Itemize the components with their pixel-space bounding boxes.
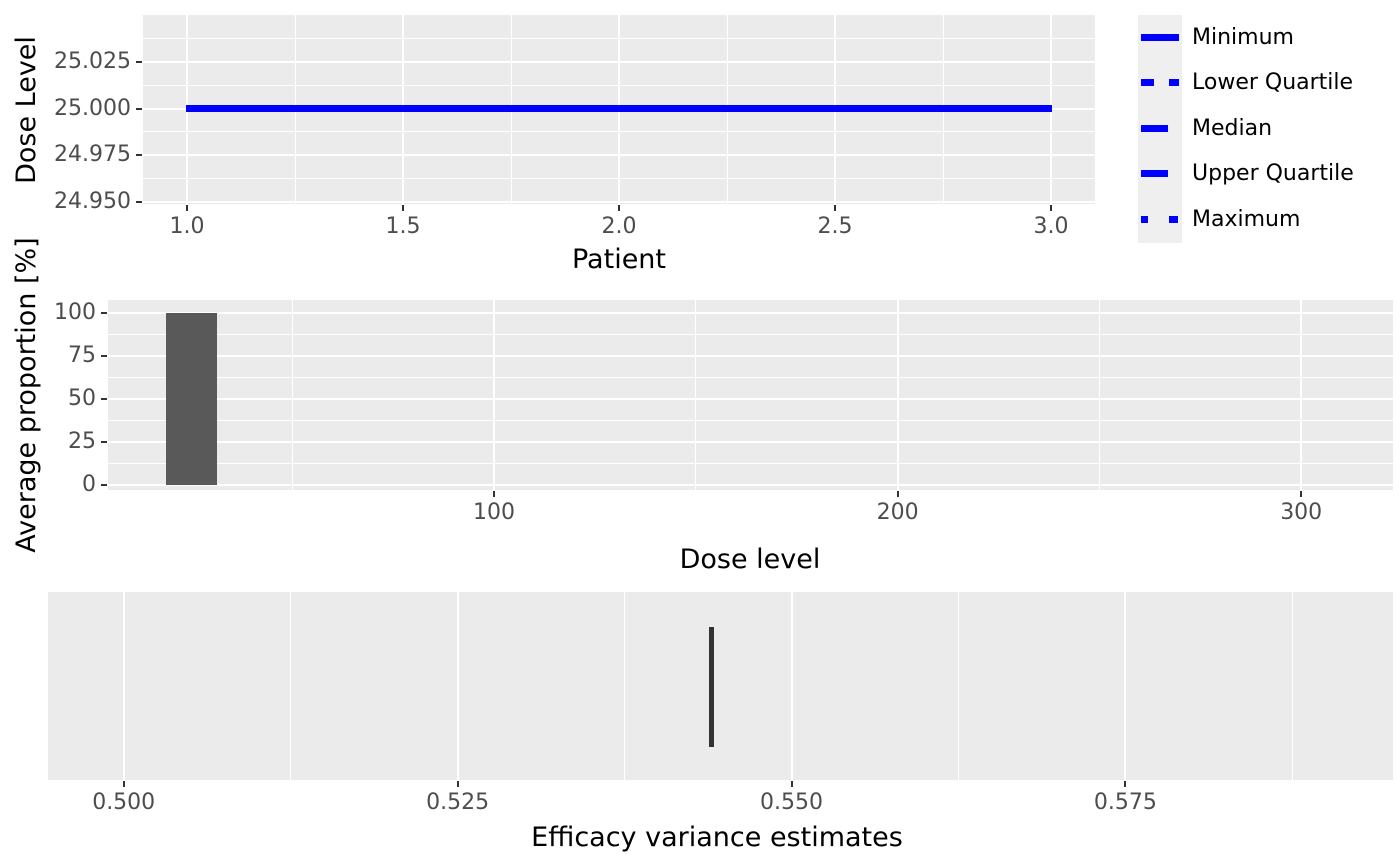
x-tick-mark — [896, 491, 899, 497]
gridline-minor-x — [291, 300, 293, 490]
gridline-major-x — [896, 300, 899, 490]
line-mark-quantiles — [186, 105, 1052, 112]
legend-key-line-icon — [1138, 60, 1182, 107]
gridline-major-y — [143, 200, 1095, 203]
x-axis-title-dose-level: Dose level — [679, 544, 821, 575]
y-tick-mark — [136, 200, 142, 203]
legend-label: Upper Quartile — [1192, 161, 1354, 187]
gridline-major-y — [143, 61, 1095, 63]
gridline-minor-x — [624, 592, 626, 780]
gridline-major-x — [493, 300, 495, 490]
y-tick-mark — [101, 397, 107, 400]
y-tick-mark — [101, 483, 107, 486]
gridline-major-x — [456, 592, 459, 780]
y-tick-mark — [101, 440, 107, 443]
gridline-minor-y — [108, 376, 1393, 378]
x-tick-label: 2.0 — [601, 214, 637, 239]
bar-mark — [165, 313, 218, 485]
gridline-minor-y — [108, 419, 1393, 421]
legend-entry-upper-quartile: Upper Quartile — [1138, 151, 1400, 198]
legend-entry-median: Median — [1138, 105, 1400, 152]
x-tick-label: 0.550 — [760, 790, 823, 815]
y-tick-mark — [101, 312, 107, 314]
x-tick-label: 100 — [473, 500, 515, 525]
gridline-minor-y — [108, 333, 1393, 335]
x-tick-mark — [493, 491, 495, 497]
gridline-minor-x — [290, 592, 292, 780]
legend-key-line-icon — [1138, 15, 1182, 61]
legend-entry-minimum: Minimum — [1138, 15, 1400, 61]
y-tick-label: 50 — [68, 385, 96, 411]
gridline-major-y — [108, 483, 1393, 486]
x-tick-label: 300 — [1280, 500, 1323, 525]
x-tick-mark — [790, 781, 793, 787]
x-tick-label: 3.0 — [1033, 214, 1069, 239]
y-tick-mark — [136, 61, 142, 63]
gridline-major-x — [122, 592, 125, 780]
x-axis-title-patient: Patient — [571, 244, 667, 275]
legend-label: Median — [1192, 115, 1273, 141]
gridline-major-y — [143, 154, 1095, 156]
gridline-minor-x — [1291, 592, 1293, 780]
gridline-minor-y — [108, 462, 1393, 464]
legend-line-segment — [1141, 79, 1154, 87]
gridline-major-x — [1124, 592, 1127, 780]
legend-key-line-icon — [1138, 151, 1182, 198]
y-tick-label: 24.950 — [54, 188, 131, 214]
gridline-major-x — [790, 592, 793, 780]
x-tick-label: 200 — [876, 500, 919, 525]
legend-line-segment — [1169, 215, 1178, 223]
x-tick-mark — [618, 205, 620, 211]
panel-bottom — [48, 592, 1393, 780]
gridline-major-y — [108, 440, 1393, 443]
y-tick-label: 25 — [68, 428, 96, 454]
y-tick-label: 24.975 — [54, 142, 131, 167]
gridline-minor-x — [1098, 300, 1100, 490]
legend-label: Lower Quartile — [1192, 70, 1354, 96]
x-tick-mark — [1124, 781, 1127, 787]
panel-middle — [108, 300, 1393, 490]
x-tick-label: 0.500 — [92, 790, 156, 815]
x-tick-mark — [402, 205, 404, 211]
y-tick-label: 0 — [82, 471, 96, 497]
gridline-major-y — [108, 397, 1393, 400]
legend-line-segment — [1141, 34, 1179, 41]
x-axis-title-efficacy-variance: Efficacy variance estimates — [531, 822, 903, 853]
legend-label: Minimum — [1192, 25, 1294, 50]
legend-line-segment — [1141, 215, 1148, 223]
y-tick-label: 25.000 — [54, 95, 131, 121]
y-tick-mark — [136, 154, 142, 156]
gridline-minor-x — [695, 300, 697, 490]
legend-line-segment — [1141, 170, 1168, 178]
legend-key-line-icon — [1138, 105, 1182, 152]
x-tick-mark — [122, 781, 125, 787]
y-tick-label: 25.025 — [54, 49, 131, 74]
gridline-major-y — [108, 312, 1393, 314]
gridline-major-y — [108, 354, 1393, 357]
x-tick-mark — [1300, 491, 1303, 497]
x-tick-mark — [186, 205, 188, 211]
gridline-major-x — [1300, 300, 1303, 490]
legend-line-segment — [1169, 79, 1179, 87]
x-tick-label: 0.575 — [1093, 790, 1157, 815]
legend-line-segment — [1141, 124, 1168, 132]
x-tick-mark — [1050, 205, 1052, 211]
x-tick-label: 0.525 — [426, 790, 490, 815]
x-tick-label: 2.5 — [817, 214, 853, 239]
y-tick-mark — [101, 354, 107, 357]
x-tick-mark — [456, 781, 459, 787]
legend-label: Maximum — [1192, 206, 1301, 232]
x-tick-mark — [834, 205, 836, 211]
y-tick-label: 100 — [54, 300, 96, 325]
legend-entry-lower-quartile: Lower Quartile — [1138, 60, 1400, 107]
rug-mark — [708, 627, 714, 747]
y-tick-mark — [136, 107, 142, 110]
legend-entry-maximum: Maximum — [1138, 196, 1400, 243]
x-tick-label: 1.5 — [385, 214, 421, 239]
y-tick-label: 75 — [68, 342, 96, 368]
gridline-minor-x — [957, 592, 959, 780]
legend-key-line-icon — [1138, 196, 1182, 243]
x-tick-label: 1.0 — [169, 214, 205, 239]
